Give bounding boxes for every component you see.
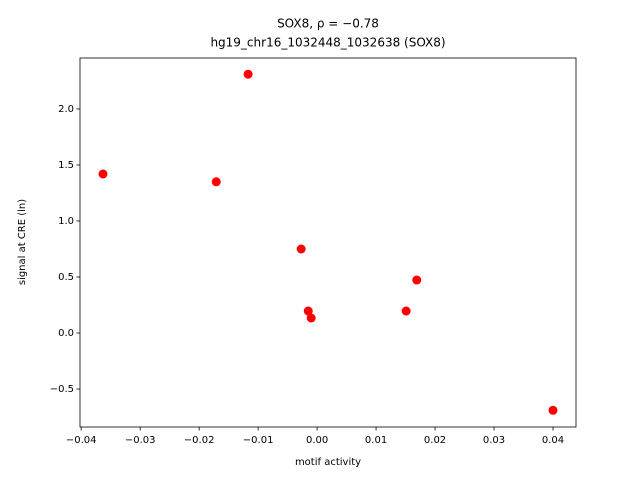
plot-frame: [79, 57, 577, 428]
chart-subtitle: hg19_chr16_1032448_1032638 (SOX8): [210, 36, 445, 50]
y-tick-label: −0.5: [50, 384, 74, 395]
point: [401, 306, 411, 316]
y-axis-label: signal at CRE (ln): [17, 199, 28, 285]
x-axis-label: motif activity: [295, 457, 361, 468]
point: [412, 275, 422, 285]
chart-title: SOX8, ρ = −0.78: [277, 17, 379, 31]
point: [306, 313, 316, 323]
y-tick-label: 1.0: [58, 216, 74, 227]
x-tick-label: 0.04: [542, 435, 564, 446]
x-tick-label: 0.00: [306, 435, 328, 446]
y-tick-label: 0.0: [58, 328, 74, 339]
point: [296, 244, 306, 254]
y-tick-label: 2.0: [58, 104, 74, 115]
x-tick-label: 0.03: [483, 435, 505, 446]
x-tick-label: −0.04: [66, 435, 97, 446]
x-tick-label: −0.01: [243, 435, 274, 446]
y-tick-label: 0.5: [58, 272, 74, 283]
point: [548, 405, 558, 415]
point: [98, 169, 108, 179]
y-tick-label: 1.5: [58, 160, 74, 171]
x-tick-label: 0.01: [365, 435, 387, 446]
x-tick-label: −0.03: [125, 435, 156, 446]
x-tick-label: 0.02: [424, 435, 446, 446]
x-tick-label: −0.02: [184, 435, 215, 446]
point: [303, 306, 313, 316]
point: [211, 177, 221, 187]
point: [243, 69, 253, 79]
